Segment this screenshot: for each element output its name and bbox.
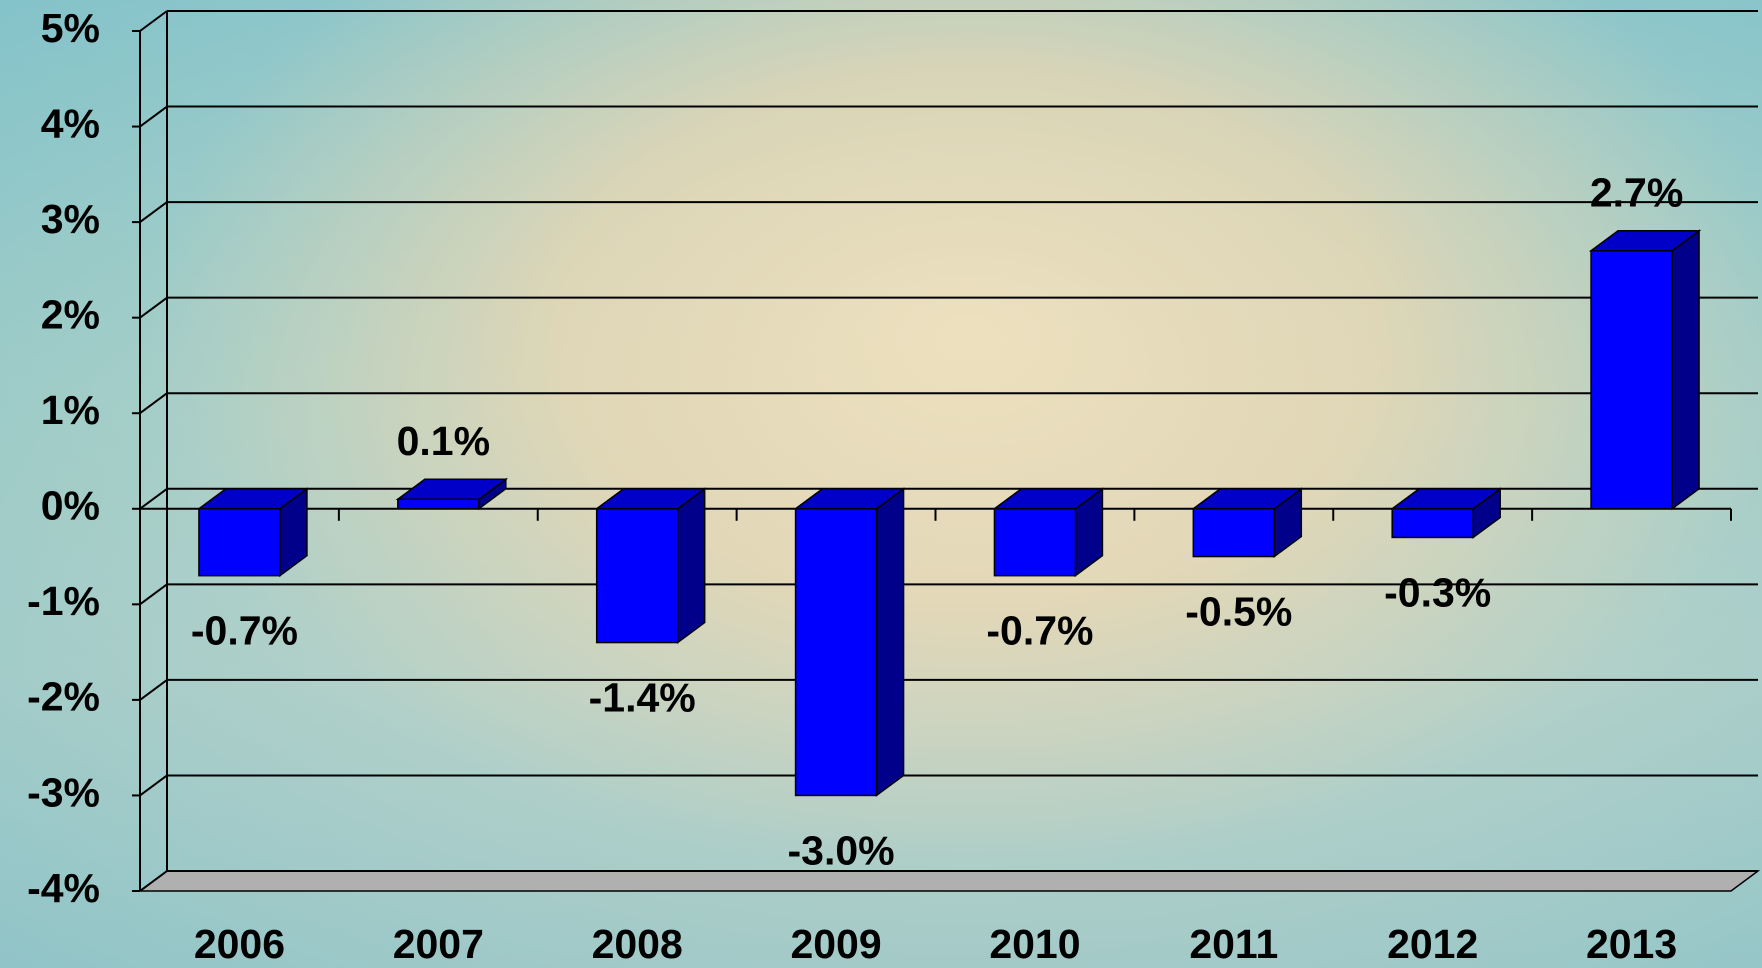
- side-grid-line: [139, 679, 168, 701]
- bar: [595, 508, 679, 644]
- side-grid-line: [139, 392, 168, 415]
- side-grid-line: [139, 774, 168, 797]
- side-grid-line: [139, 583, 168, 606]
- floor: [137, 870, 1761, 892]
- value-label: -3.0%: [788, 827, 895, 873]
- side-grid-line: [139, 487, 168, 510]
- x-tick-label: 2008: [592, 921, 683, 967]
- x-tick-label: 2009: [790, 921, 881, 967]
- side-grid-line: [139, 10, 168, 32]
- side-grid-line: [139, 296, 168, 319]
- y-tick-label: 3%: [41, 196, 100, 242]
- y-tick-label: -4%: [27, 865, 100, 911]
- y-tick-label: -1%: [27, 578, 100, 624]
- bar-side: [1671, 229, 1700, 511]
- value-label: 0.1%: [397, 418, 490, 464]
- value-label: -0.7%: [191, 607, 298, 653]
- value-label: -0.7%: [986, 607, 1093, 653]
- x-tick-label: 2013: [1586, 921, 1677, 967]
- value-label: -1.4%: [589, 674, 696, 720]
- side-grid-line: [139, 870, 168, 892]
- y-tick-label: 0%: [41, 483, 100, 529]
- bar: [1391, 508, 1474, 539]
- bar-side: [875, 487, 905, 797]
- y-tick-label: 1%: [41, 387, 100, 433]
- bar: [198, 508, 281, 577]
- side-grid-line: [139, 201, 168, 223]
- x-tick-label: 2010: [989, 921, 1080, 967]
- value-label: -0.3%: [1384, 569, 1491, 615]
- side-grid-line: [139, 105, 168, 128]
- y-tick-label: 5%: [41, 5, 100, 51]
- x-tick-label: 2011: [1189, 921, 1278, 967]
- value-label: -0.5%: [1185, 588, 1292, 634]
- bar-side: [676, 487, 706, 645]
- bar: [794, 508, 878, 797]
- y-tick-label: 2%: [41, 291, 100, 337]
- value-label: 2.7%: [1590, 170, 1683, 216]
- x-tick-label: 2012: [1387, 921, 1478, 967]
- x-tick-label: 2006: [194, 921, 285, 967]
- bar: [1590, 250, 1673, 510]
- y-tick-label: -2%: [27, 674, 100, 720]
- bar: [1192, 508, 1276, 558]
- bar: [993, 508, 1077, 577]
- x-tick-label: 2007: [393, 921, 484, 967]
- y-tick-label: -3%: [27, 769, 100, 815]
- y-tick-label: 4%: [41, 100, 100, 146]
- bar: [397, 498, 480, 510]
